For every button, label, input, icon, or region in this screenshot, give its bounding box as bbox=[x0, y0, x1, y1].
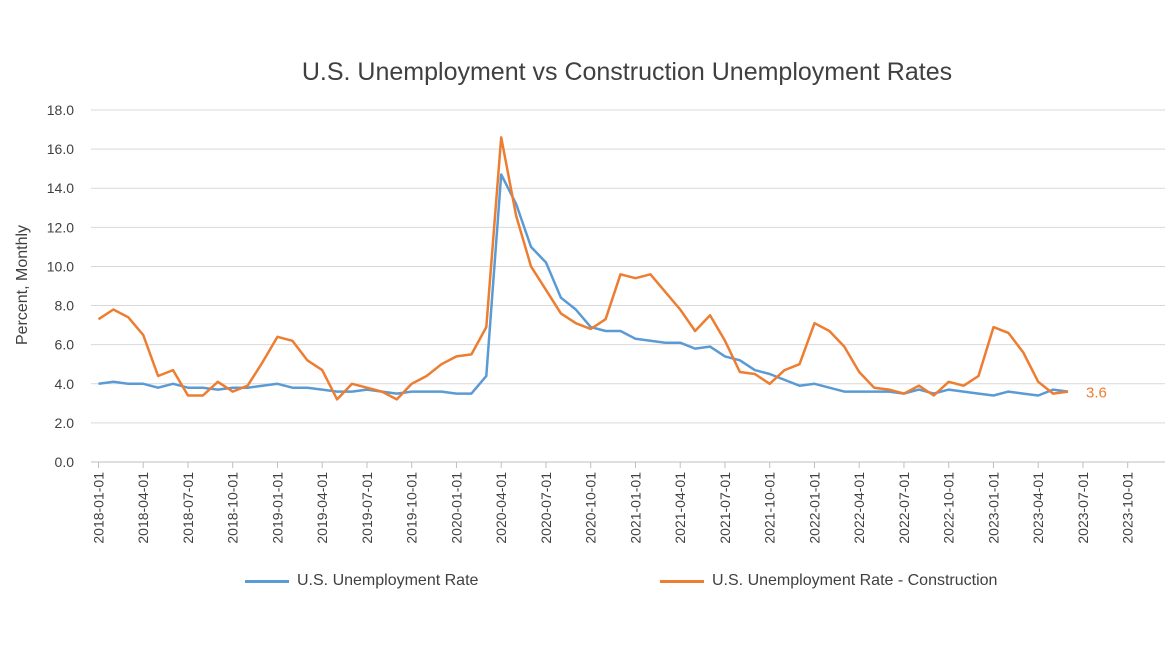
x-axis-tick-labels: 2018-01-01 2018-04-01 2018-07-01 2018-10-01… bbox=[90, 472, 1135, 544]
x-tick-label: 2023-10-01 bbox=[1120, 472, 1136, 544]
x-tick-label: 2018-01-01 bbox=[90, 472, 106, 544]
x-tick-label: 2023-07-01 bbox=[1075, 472, 1091, 544]
y-tick-label: 10.0 bbox=[47, 258, 74, 274]
y-tick-label: 18.0 bbox=[47, 102, 74, 118]
x-tick-label: 2021-10-01 bbox=[762, 472, 778, 544]
x-tick-label: 2018-04-01 bbox=[135, 472, 151, 544]
y-tick-label: 16.0 bbox=[47, 141, 74, 157]
x-tick-label: 2023-04-01 bbox=[1030, 472, 1046, 544]
x-tick-label: 2019-10-01 bbox=[404, 472, 420, 544]
series-line-1 bbox=[97, 136, 1069, 401]
x-tick-label: 2020-04-01 bbox=[493, 472, 509, 544]
gridlines bbox=[91, 109, 1165, 424]
x-tick-label: 2022-01-01 bbox=[806, 472, 822, 544]
x-tick-label: 2022-07-01 bbox=[896, 472, 912, 544]
data-label-last-construction: 3.6 bbox=[1086, 385, 1107, 402]
x-tick-label: 2022-04-01 bbox=[851, 472, 867, 544]
y-tick-label: 8.0 bbox=[55, 298, 75, 314]
x-tick-label: 2019-04-01 bbox=[314, 472, 330, 544]
x-tick-label: 2019-01-01 bbox=[269, 472, 285, 544]
legend-label-unemployment: U.S. Unemployment Rate bbox=[297, 572, 479, 589]
annotations: 3.6 bbox=[1086, 385, 1107, 402]
series-line-0 bbox=[98, 173, 1069, 397]
legend-item-unemployment: U.S. Unemployment Rate bbox=[245, 572, 478, 590]
x-tick-label: 2019-07-01 bbox=[359, 472, 375, 544]
x-tick-label: 2020-07-01 bbox=[538, 472, 554, 544]
x-tick-label: 2020-10-01 bbox=[583, 472, 599, 544]
y-tick-label: 2.0 bbox=[55, 415, 75, 431]
x-tick-label: 2020-01-01 bbox=[448, 472, 464, 544]
legend: U.S. Unemployment Rate U.S. Unemployment… bbox=[0, 572, 1170, 596]
y-tick-label: 14.0 bbox=[47, 180, 74, 196]
y-tick-label: 4.0 bbox=[55, 376, 75, 392]
x-tick-label: 2018-07-01 bbox=[180, 472, 196, 544]
x-tick-label: 2018-10-01 bbox=[225, 472, 241, 544]
legend-label-construction: U.S. Unemployment Rate - Construction bbox=[712, 572, 998, 589]
chart-title: U.S. Unemployment vs Construction Unempl… bbox=[301, 58, 953, 86]
x-tick-label: 2021-01-01 bbox=[627, 472, 643, 544]
y-tick-label: 12.0 bbox=[47, 219, 74, 235]
x-tick-label: 2021-07-01 bbox=[717, 472, 733, 544]
legend-swatch-construction bbox=[660, 579, 704, 583]
axes bbox=[91, 461, 1165, 468]
y-tick-label: 6.0 bbox=[55, 337, 75, 353]
legend-swatch-unemployment bbox=[245, 579, 289, 583]
series-lines bbox=[97, 136, 1069, 401]
x-tick-label: 2021-04-01 bbox=[672, 472, 688, 544]
legend-item-construction: U.S. Unemployment Rate - Construction bbox=[660, 572, 997, 590]
x-tick-label: 2022-10-01 bbox=[941, 472, 957, 544]
x-tick-label: 2023-01-01 bbox=[985, 472, 1001, 544]
y-tick-label: 0.0 bbox=[55, 454, 75, 470]
y-axis-tick-labels: 0.0 2.0 4.0 6.0 8.0 10.0 12.0 14.0 16.0 18.0 bbox=[47, 102, 74, 470]
y-axis-title: Percent, Monthly bbox=[14, 225, 31, 345]
